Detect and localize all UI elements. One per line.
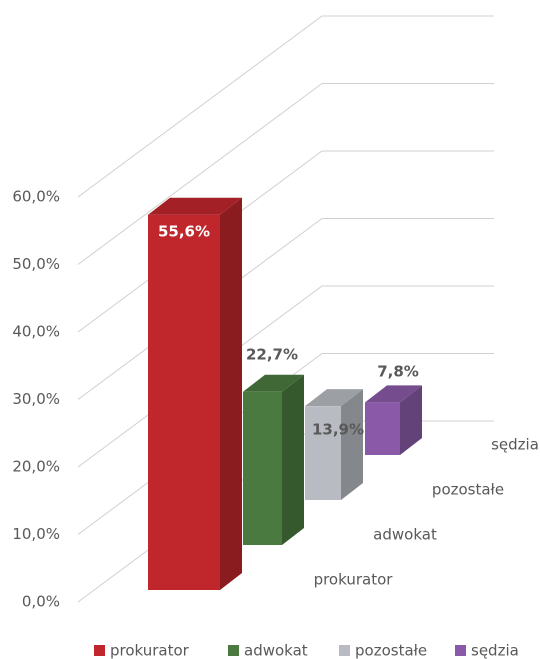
y-tick-label: 40,0% [12,323,60,341]
category-label: prokurator [314,571,394,589]
bar [243,391,282,545]
legend-label: pozostałe [355,642,427,659]
y-tick-label: 20,0% [12,458,60,476]
bar [148,214,220,590]
grid-line [77,83,494,265]
grid-line [77,218,494,400]
y-tick-label: 0,0% [22,593,60,611]
legend-swatch [455,645,466,656]
category-label: pozostałe [432,481,504,499]
legend-label: adwokat [244,642,308,659]
bar-side [282,374,304,545]
bar [305,406,341,500]
value-label: 13,9% [312,421,364,439]
y-tick-label: 50,0% [12,255,60,273]
value-label: 7,8% [377,363,419,381]
legend-label: sędzia [471,642,519,659]
y-tick-label: 60,0% [12,188,60,206]
value-label: 55,6% [158,223,210,241]
bar-side [341,389,363,500]
leader-line [245,367,269,389]
legend-swatch [228,645,239,656]
category-label: adwokat [373,526,437,544]
bar-top [305,389,363,407]
y-tick-label: 30,0% [12,390,60,408]
bar-top [365,385,422,403]
legend-label: prokurator [110,642,190,659]
bar-top [243,374,304,392]
bar-side [400,385,422,455]
grid-line [77,150,494,333]
grid-line [77,15,494,198]
bar-top [148,197,242,215]
bar-side [220,197,242,590]
legend-swatch [94,645,105,656]
category-label: sędzia [491,436,539,454]
value-label: 22,7% [246,346,298,364]
legend-swatch [339,645,350,656]
bar [365,402,400,455]
y-tick-label: 10,0% [12,525,60,543]
